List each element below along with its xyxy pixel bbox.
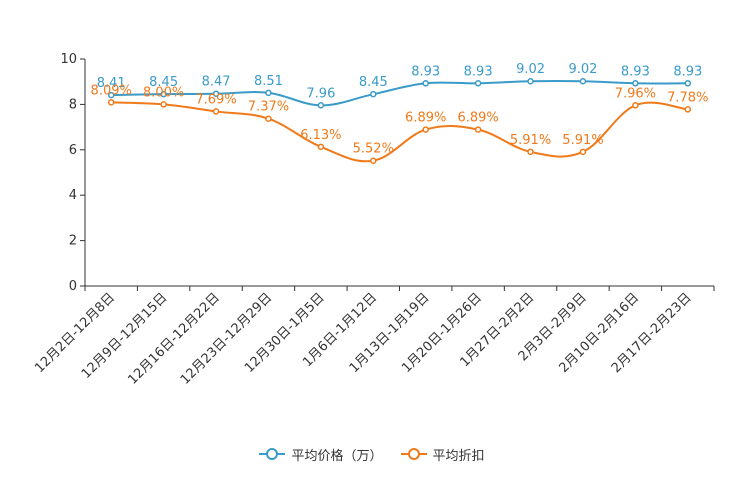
data-point-price xyxy=(160,90,167,98)
data-label-discount: 6.89% xyxy=(457,111,498,126)
y-tick-label: 10 xyxy=(60,52,77,67)
data-label-price: 8.41 xyxy=(97,76,126,91)
data-point-price xyxy=(579,77,587,85)
data-label-price: 8.51 xyxy=(254,74,283,89)
y-tick-label: 2 xyxy=(69,234,77,249)
data-label-price: 8.93 xyxy=(673,64,702,79)
data-label-discount: 5.91% xyxy=(510,133,551,148)
data-point-price xyxy=(684,80,692,87)
data-point-price xyxy=(317,102,325,109)
data-point-price xyxy=(527,77,534,85)
data-point-price xyxy=(422,80,429,87)
y-tick-label: 8 xyxy=(69,97,77,112)
data-label-price: 8.93 xyxy=(464,64,493,79)
legend-marker-discount xyxy=(400,448,427,460)
data-point-discount xyxy=(370,157,377,164)
data-point-discount xyxy=(212,108,220,115)
legend-item-discount[interactable]: 平均折扣 xyxy=(400,445,485,464)
data-point-discount xyxy=(684,106,692,113)
legend-item-price[interactable]: 平均价格（万） xyxy=(259,445,383,464)
data-label-price: 8.47 xyxy=(202,75,231,90)
series-line-price xyxy=(111,79,688,107)
data-label-price: 9.02 xyxy=(516,62,545,77)
data-point-discount xyxy=(527,148,534,156)
y-tick-label: 6 xyxy=(69,143,77,158)
data-label-discount: 5.52% xyxy=(353,142,394,157)
data-point-discount xyxy=(317,143,325,151)
data-point-discount xyxy=(474,126,482,133)
data-point-discount xyxy=(579,148,587,156)
data-label-discount: 7.69% xyxy=(195,92,236,107)
data-point-price xyxy=(107,91,115,99)
data-label-discount: 8.09% xyxy=(91,83,132,98)
data-label-price: 9.02 xyxy=(568,62,597,77)
data-point-price xyxy=(474,80,482,87)
data-point-price xyxy=(370,90,377,98)
legend-label-discount: 平均折扣 xyxy=(432,448,485,464)
data-label-discount: 7.37% xyxy=(248,100,289,115)
legend-label-price: 平均价格（万） xyxy=(291,448,383,464)
data-point-discount xyxy=(632,102,639,109)
data-label-discount: 6.13% xyxy=(300,128,341,143)
data-label-discount: 7.78% xyxy=(667,90,708,105)
data-point-price xyxy=(265,89,272,97)
data-label-discount: 5.91% xyxy=(562,133,603,148)
data-point-discount xyxy=(107,99,115,106)
series-line-discount xyxy=(111,101,688,163)
data-label-price: 7.96 xyxy=(306,86,335,101)
data-label-price: 8.93 xyxy=(411,64,440,79)
x-tick-label: 12月23日-12月29日 xyxy=(178,290,275,387)
y-tick-label: 0 xyxy=(69,279,77,294)
data-point-discount xyxy=(422,126,429,133)
data-point-price xyxy=(632,80,639,87)
data-label-discount: 8.00% xyxy=(143,85,184,100)
data-label-price: 8.45 xyxy=(359,75,388,90)
data-label-price: 8.45 xyxy=(149,75,178,90)
data-point-discount xyxy=(265,115,272,122)
x-tick-label: 12月16日-12月22日 xyxy=(125,290,222,387)
y-tick-label: 4 xyxy=(69,188,77,203)
legend: 平均价格（万） 平均折扣 xyxy=(0,444,744,464)
data-label-price: 8.93 xyxy=(621,64,650,79)
legend-marker-price xyxy=(259,448,286,460)
data-point-discount xyxy=(160,101,167,108)
data-point-price xyxy=(212,90,220,97)
data-label-discount: 6.89% xyxy=(405,111,446,126)
data-label-discount: 7.96% xyxy=(615,86,656,101)
